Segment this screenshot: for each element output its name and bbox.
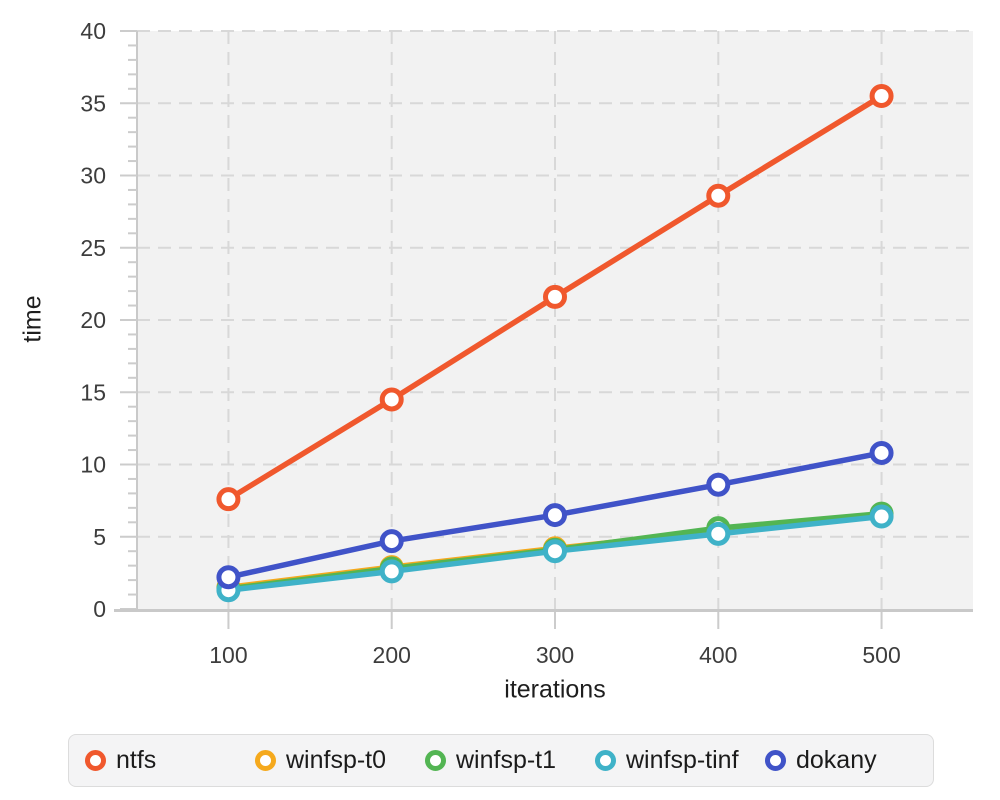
series-marker-dokany — [869, 440, 894, 465]
y-tick-label: 5 — [93, 524, 106, 550]
series-marker-dokany — [543, 503, 567, 528]
chart-canvas: 0 5 10 15 20 25 30 35 40 100 200 300 400 500 — [80, 18, 973, 668]
legend-ring-icon-winfsp-t0 — [255, 750, 276, 771]
x-tick-label: 500 — [862, 642, 900, 668]
legend-label-winfsp-tinf: winfsp-tinf — [626, 746, 739, 774]
x-tick-label: 300 — [536, 642, 574, 668]
series-marker-winfsp-tinf — [869, 504, 894, 529]
y-tick-label: 15 — [80, 379, 106, 405]
legend-ring-icon-winfsp-t1 — [425, 750, 446, 771]
legend-label-winfsp-t0: winfsp-t0 — [286, 746, 387, 774]
x-axis-title: iterations — [504, 675, 606, 704]
series-marker-dokany — [379, 529, 404, 554]
y-tick-label: 30 — [80, 163, 106, 189]
legend-item-ntfs[interactable]: ntfs — [85, 748, 255, 773]
y-tick-label: 0 — [93, 596, 106, 622]
chart-area: 0 5 10 15 20 25 30 35 40 100 200 300 400 500 time ite… — [18, 18, 973, 704]
legend-ring-icon-ntfs — [85, 750, 106, 771]
legend: ntfs winfsp-t0 winfsp-t1 winfsp-tinf dokany — [68, 734, 934, 787]
y-axis-title: time — [18, 295, 47, 343]
series-marker-dokany — [216, 565, 241, 590]
series-marker-winfsp-tinf — [706, 521, 731, 546]
series-marker-winfsp-tinf — [543, 539, 567, 564]
legend-label-ntfs: ntfs — [116, 746, 157, 774]
x-tick-label: 400 — [699, 642, 737, 668]
legend-item-winfsp-t0[interactable]: winfsp-t0 — [255, 748, 425, 773]
y-tick-label: 35 — [80, 90, 106, 116]
series-marker-ntfs — [543, 284, 567, 309]
x-tick-label: 100 — [209, 642, 247, 668]
legend-item-winfsp-t1[interactable]: winfsp-t1 — [425, 748, 595, 773]
series-marker-ntfs — [379, 387, 404, 412]
series-marker-ntfs — [706, 183, 731, 208]
y-tick-label: 40 — [80, 18, 106, 44]
legend-label-winfsp-t1: winfsp-t1 — [456, 746, 557, 774]
series-marker-winfsp-tinf — [379, 559, 404, 584]
series-marker-ntfs — [869, 84, 894, 109]
legend-item-winfsp-tinf[interactable]: winfsp-tinf — [595, 748, 765, 773]
legend-item-dokany[interactable]: dokany — [765, 748, 877, 773]
series-marker-dokany — [706, 472, 731, 497]
legend-label-dokany: dokany — [796, 746, 877, 774]
series-marker-ntfs — [216, 487, 241, 512]
x-tick-label: 200 — [373, 642, 411, 668]
y-tick-label: 10 — [80, 452, 106, 478]
y-tick-label: 25 — [80, 235, 106, 261]
legend-ring-icon-winfsp-tinf — [595, 750, 616, 771]
legend-ring-icon-dokany — [765, 750, 786, 771]
y-tick-label: 20 — [80, 307, 106, 333]
